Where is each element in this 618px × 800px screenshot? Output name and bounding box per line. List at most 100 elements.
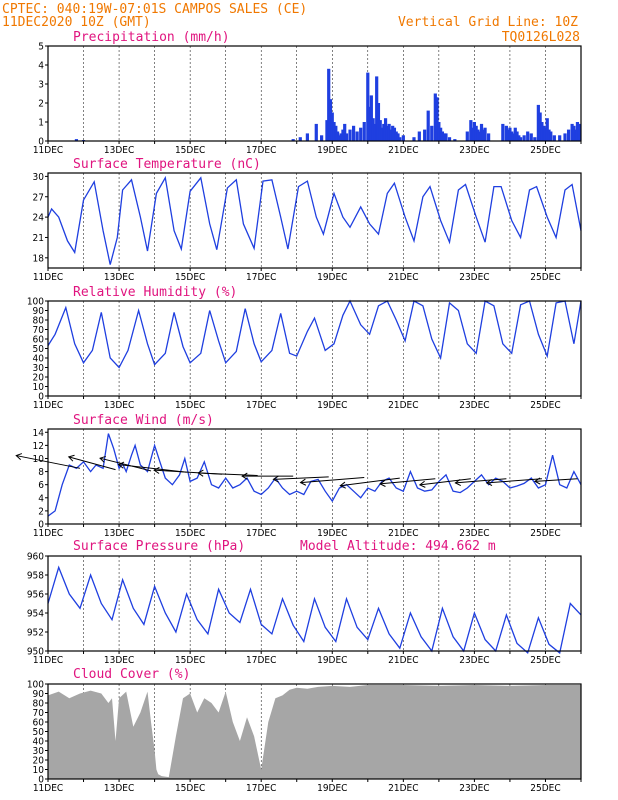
y-tick-label: 30 <box>33 172 45 183</box>
cloud-cover-area <box>48 685 581 779</box>
y-tick-label: 40 <box>33 737 45 748</box>
y-tick-label: 90 <box>33 306 45 317</box>
wind-arrowhead <box>485 479 493 487</box>
precip-bar <box>471 127 475 141</box>
y-tick-label: 21 <box>33 233 44 244</box>
precip-bar <box>479 123 484 141</box>
precip-bar <box>513 127 517 141</box>
x-tick-label: 19DEC <box>317 145 347 156</box>
x-tick-label: 17DEC <box>246 655 276 666</box>
y-tick-label: 20 <box>33 756 45 767</box>
precip-bar <box>328 99 333 141</box>
grid-line-note: Vertical Grid Line: 10Z <box>398 15 578 30</box>
precip-bar <box>355 131 359 141</box>
y-tick-label: 90 <box>33 689 45 700</box>
y-tick-label: 6 <box>38 480 44 491</box>
x-tick-label: 19DEC <box>317 400 347 411</box>
series-line <box>47 433 582 517</box>
precipitation-title: Precipitation (mm/h) <box>73 30 230 45</box>
y-tick-label: 20 <box>33 373 45 384</box>
precip-bar <box>417 131 421 141</box>
wind-vector <box>380 478 436 485</box>
precip-bar <box>391 125 395 141</box>
wind-arrowhead <box>299 478 307 486</box>
precip-bar <box>533 137 537 141</box>
x-tick-label: 21DEC <box>388 528 418 539</box>
precip-bar <box>574 129 578 141</box>
wind-arrowhead <box>418 480 426 488</box>
precip-bar <box>481 129 485 141</box>
y-tick-label: 30 <box>33 746 45 757</box>
precip-bar <box>314 123 318 141</box>
y-tick-label: 50 <box>33 727 45 738</box>
y-tick-label: 60 <box>33 335 45 346</box>
precip-bar <box>327 68 331 141</box>
x-tick-label: 25DEC <box>530 145 560 156</box>
x-tick-label: 11DEC <box>33 272 63 283</box>
precip-bar <box>401 135 405 141</box>
precip-bar <box>382 123 386 141</box>
x-tick-label: 13DEC <box>104 145 134 156</box>
precip-bar <box>396 133 400 141</box>
x-tick-label: 17DEC <box>246 145 276 156</box>
precip-bar <box>476 129 480 141</box>
precip-bar <box>465 131 469 141</box>
wind-vector <box>340 477 400 487</box>
wind-arrowhead <box>533 477 541 485</box>
precip-bar <box>343 123 347 141</box>
precip-bar <box>515 131 519 141</box>
x-tick-label: 17DEC <box>246 528 276 539</box>
precip-bar <box>504 125 508 141</box>
y-tick-label: 10 <box>33 765 45 776</box>
precip-bar <box>433 93 437 141</box>
x-tick-label: 21DEC <box>388 783 418 794</box>
precip-bar <box>478 131 482 141</box>
precip-bar <box>335 131 340 141</box>
x-tick-label: 13DEC <box>104 400 134 411</box>
y-tick-label: 10 <box>33 454 45 465</box>
x-tick-label: 11DEC <box>33 655 63 666</box>
precip-bar <box>389 129 393 141</box>
y-tick-label: 956 <box>27 590 44 601</box>
precip-bar <box>447 137 452 141</box>
x-tick-label: 11DEC <box>33 400 63 411</box>
station-header: CPTEC: 040:19W-07:01S CAMPOS SALES (CE) <box>2 2 307 17</box>
y-tick-label: 954 <box>27 609 44 620</box>
x-tick-label: 23DEC <box>459 272 489 283</box>
y-tick-label: 18 <box>33 253 45 264</box>
precip-bar <box>487 133 491 141</box>
y-tick-label: 30 <box>33 363 45 374</box>
precip-bar <box>518 137 523 141</box>
wind-vector <box>300 476 365 484</box>
wind-vector <box>534 478 578 482</box>
wind-vector <box>68 456 116 471</box>
precip-bar <box>378 120 382 141</box>
precip-bar <box>543 127 548 141</box>
precip-bar <box>339 133 343 141</box>
precip-bar <box>387 123 391 141</box>
wind-arrowhead <box>153 466 160 474</box>
panel-frame <box>47 428 582 525</box>
y-tick-label: 80 <box>33 699 45 710</box>
precip-bar <box>334 125 338 141</box>
wind-vector <box>99 457 152 472</box>
precip-bar <box>359 127 363 141</box>
wind-vector <box>486 478 542 484</box>
precip-bar <box>517 135 521 141</box>
y-tick-label: 40 <box>33 354 45 365</box>
series-line <box>47 565 582 655</box>
precip-bar <box>549 131 553 141</box>
y-tick-label: 8 <box>38 467 44 478</box>
x-tick-label: 19DEC <box>317 272 347 283</box>
x-tick-label: 11DEC <box>33 783 63 794</box>
precip-bar <box>540 122 544 141</box>
y-tick-label: 0 <box>38 520 44 531</box>
precip-bar <box>375 76 379 141</box>
wind-vector <box>273 476 329 480</box>
precip-bar <box>74 139 79 141</box>
precip-bar <box>453 139 457 141</box>
x-tick-label: 19DEC <box>317 783 347 794</box>
precip-bar <box>577 123 581 141</box>
precip-bar <box>572 125 576 141</box>
y-tick-label: 24 <box>33 213 45 224</box>
